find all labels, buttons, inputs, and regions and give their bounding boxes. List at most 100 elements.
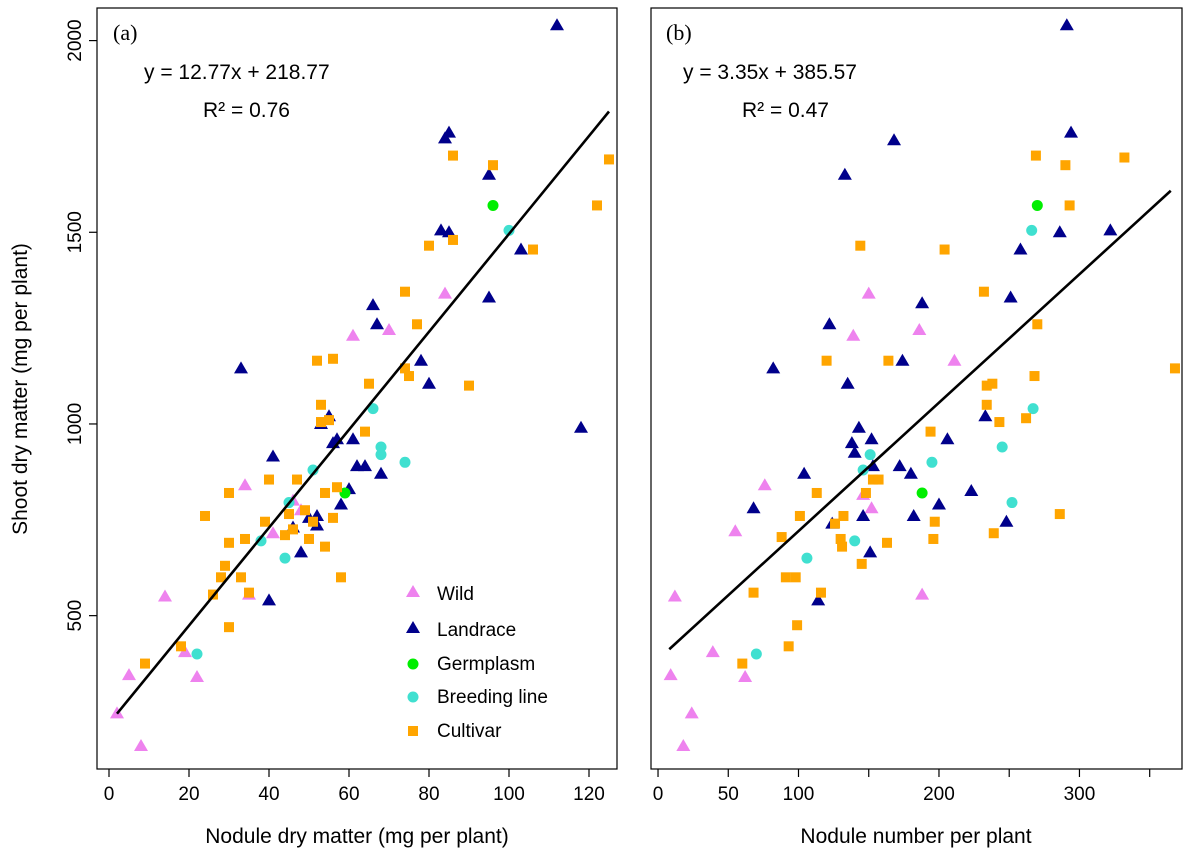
point-cultivar	[780, 572, 791, 583]
point-germplasm	[339, 487, 351, 499]
point-landrace	[550, 18, 564, 31]
point-cultivar	[811, 487, 822, 498]
point-landrace	[844, 436, 859, 449]
point-landrace	[1103, 223, 1118, 236]
point-cultivar	[304, 533, 314, 544]
y-tick-label: 500	[65, 600, 86, 632]
legend-item-wild: Wild	[406, 584, 474, 605]
point-breeding-line	[307, 464, 319, 476]
point-cultivar	[332, 482, 342, 493]
x-tick-label: 20	[178, 784, 199, 805]
point-cultivar	[300, 505, 310, 516]
y-tick-label: 1000	[65, 403, 86, 445]
panel-a: 0 20 40 60 80 100 120 500 1000 1500 2000 (a) y = 1…	[9, 7, 618, 848]
legend-label-landrace: Landrace	[437, 620, 516, 641]
point-wild	[158, 589, 172, 602]
x-tick-label: 50	[718, 784, 739, 805]
point-landrace	[931, 497, 946, 510]
point-cultivar	[240, 533, 250, 544]
data-points-b	[663, 18, 1180, 751]
point-breeding-line	[864, 449, 876, 461]
y-tick-label: 1500	[65, 211, 86, 253]
point-landrace	[837, 167, 852, 180]
point-breeding-line	[857, 464, 869, 476]
point-landrace	[964, 484, 979, 497]
regression-line	[115, 110, 611, 715]
legend-item-landrace: Landrace	[406, 620, 516, 641]
point-landrace	[856, 508, 871, 521]
point-cultivar	[838, 510, 849, 521]
point-cultivar	[260, 516, 270, 527]
point-landrace	[906, 508, 921, 521]
y-axis-title: Shoot dry matter (mg per plant)	[9, 243, 32, 535]
regression-line	[668, 189, 1172, 651]
point-landrace	[940, 432, 955, 445]
point-germplasm	[916, 487, 928, 499]
point-cultivar	[981, 380, 992, 391]
point-cultivar	[320, 541, 330, 552]
legend-label-breeding-line: Breeding line	[437, 687, 548, 708]
point-wild	[915, 587, 930, 600]
legend-item-cultivar: Cultivar	[408, 721, 502, 742]
legend-label-cultivar: Cultivar	[437, 721, 502, 742]
point-cultivar	[1060, 160, 1071, 171]
point-wild	[190, 669, 204, 682]
point-cultivar	[244, 587, 254, 598]
x-axis-title-b: Nodule number per plant	[800, 825, 1031, 848]
point-cultivar	[783, 641, 794, 652]
point-landrace	[358, 459, 372, 472]
point-landrace	[1064, 125, 1079, 138]
x-tick-label: 40	[258, 784, 279, 805]
point-cultivar	[464, 380, 474, 391]
x-tick-label: 0	[104, 784, 115, 805]
point-cultivar	[316, 399, 326, 410]
point-breeding-line	[279, 552, 291, 564]
point-cultivar	[360, 426, 370, 437]
point-breeding-line	[1006, 497, 1018, 509]
legend-item-germplasm: Germplasm	[407, 654, 535, 675]
point-cultivar	[925, 426, 936, 437]
point-landrace	[346, 432, 360, 445]
point-wild	[861, 286, 876, 299]
legend-marker-cultivar	[408, 726, 418, 736]
point-wild	[684, 706, 699, 719]
x-tick-label: 100	[783, 784, 815, 805]
point-cultivar	[176, 641, 186, 652]
point-cultivar	[928, 533, 939, 544]
point-cultivar	[856, 558, 867, 569]
point-landrace	[294, 545, 308, 558]
legend-label-wild: Wild	[437, 584, 474, 605]
point-cultivar	[140, 658, 150, 669]
point-breeding-line	[255, 535, 267, 547]
point-cultivar	[328, 512, 338, 523]
point-landrace	[864, 432, 879, 445]
point-cultivar	[835, 533, 846, 544]
point-cultivar	[987, 378, 998, 389]
point-cultivar	[220, 560, 230, 571]
point-landrace	[851, 420, 866, 433]
point-wild	[947, 353, 962, 366]
point-cultivar	[1054, 509, 1065, 520]
point-cultivar	[1021, 413, 1032, 424]
point-landrace	[887, 133, 902, 146]
point-cultivar	[328, 353, 338, 364]
point-landrace	[1003, 290, 1018, 303]
point-cultivar	[1030, 150, 1041, 161]
point-wild	[346, 328, 360, 341]
point-landrace	[434, 223, 448, 236]
point-cultivar	[748, 587, 759, 598]
point-cultivar	[448, 150, 458, 161]
point-wild	[438, 286, 452, 299]
point-landrace	[266, 449, 280, 462]
point-landrace	[482, 167, 496, 180]
point-cultivar	[216, 572, 226, 583]
legend: Wild Landrace Germplasm Breeding line Cu…	[406, 584, 548, 742]
point-landrace	[514, 242, 528, 255]
point-cultivar	[737, 658, 748, 669]
point-cultivar	[224, 487, 234, 498]
panel-b: 0 100 200 300 50 (b) y = 3.35x + 385.57 R² =…	[650, 7, 1183, 848]
point-wild	[238, 478, 252, 491]
point-cultivar	[873, 474, 884, 485]
point-landrace	[366, 298, 380, 311]
